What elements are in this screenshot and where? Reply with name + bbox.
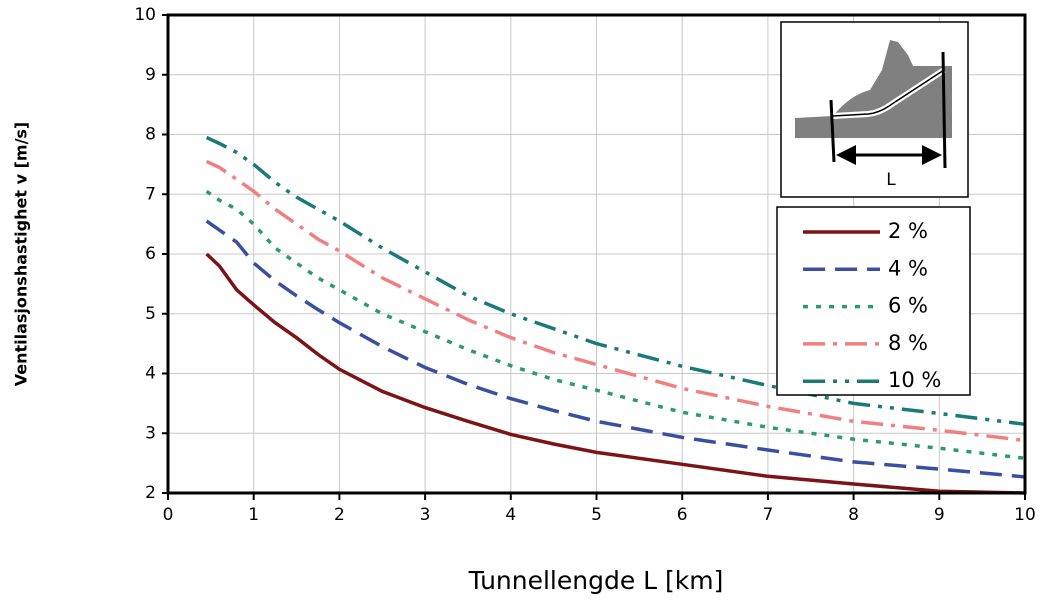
- y-tick-label: 7: [145, 184, 156, 204]
- y-tick-label: 3: [145, 423, 156, 443]
- x-tick-label: 5: [591, 505, 602, 525]
- y-tick-label: 5: [145, 304, 156, 324]
- series-line: [205, 252, 1026, 495]
- legend-label: 2 %: [888, 219, 928, 243]
- legend-label: 8 %: [888, 331, 928, 355]
- legend-label: 10 %: [888, 368, 941, 392]
- series-line: [205, 219, 1026, 479]
- x-tick-label: 0: [163, 505, 174, 525]
- x-tick-label: 4: [505, 505, 516, 525]
- plot-frame: [166, 13, 1027, 495]
- portal-right: [941, 51, 947, 169]
- y-tick-label: 4: [145, 364, 156, 384]
- series-line: [205, 189, 1026, 461]
- legend-label: 4 %: [888, 256, 928, 280]
- x-tick-label: 1: [248, 505, 259, 525]
- y-tick-label: 8: [145, 125, 156, 145]
- inset-label: L: [886, 170, 896, 190]
- legend: 2 % 4 % 6 % 8 % 10 %: [803, 219, 941, 392]
- x-tick-label: 8: [848, 505, 859, 525]
- y-tick-label: 2: [145, 483, 156, 503]
- x-tick-label: 2: [334, 505, 345, 525]
- y-tick-label: 6: [145, 244, 156, 264]
- series-line: [205, 135, 1026, 427]
- x-tick-label: 7: [762, 505, 773, 525]
- x-tick-label: 6: [677, 505, 688, 525]
- tunnel-line: [832, 69, 945, 117]
- portal-left: [829, 99, 836, 163]
- y-axis-title: Ventilasjonshastighet v [m/s]: [12, 122, 31, 387]
- x-tick-label: 3: [420, 505, 431, 525]
- x-tick-label: 10: [1014, 505, 1036, 525]
- x-axis-title: Tunnellengde L [km]: [468, 566, 724, 595]
- inset-diagram: L: [780, 21, 969, 198]
- legend-label: 6 %: [888, 294, 928, 318]
- legend-frame: [776, 206, 971, 396]
- y-tick-label: 9: [145, 65, 156, 85]
- y-tick-label: 10: [134, 5, 156, 25]
- series-line: [205, 159, 1026, 443]
- x-tick-label: 9: [934, 505, 945, 525]
- mountain: [795, 40, 952, 138]
